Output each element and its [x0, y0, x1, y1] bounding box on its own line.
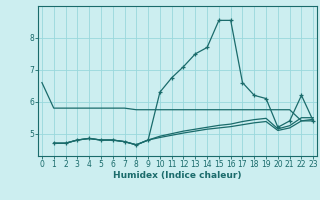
X-axis label: Humidex (Indice chaleur): Humidex (Indice chaleur) — [113, 171, 242, 180]
